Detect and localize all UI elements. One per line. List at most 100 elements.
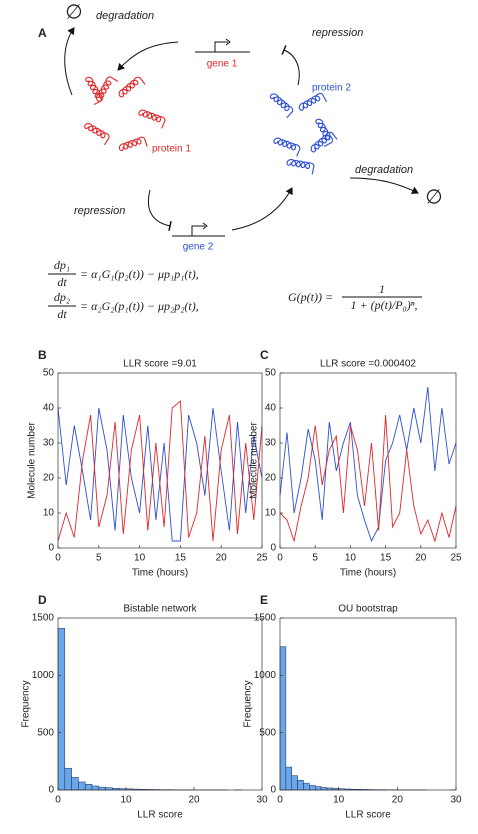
y-axis-label: Frequency (243, 680, 254, 727)
x-tick-label: 20 (415, 553, 427, 564)
x-axis-label: LLR score (137, 810, 183, 821)
chart-title: LLR score =0.000402 (320, 359, 416, 370)
chart: D Bistable network LLR score Frequency 0 10 20… (21, 593, 268, 820)
series-line (279, 414, 457, 543)
x-tick-label: 5 (312, 553, 318, 564)
degradation-label: degradation (355, 164, 413, 176)
histogram-bar (71, 777, 79, 791)
y-tick-label: 20 (265, 473, 277, 484)
histogram-bar (78, 781, 86, 791)
chart-title: LLR score =9.01 (123, 359, 197, 370)
y-tick-label: 1000 (254, 670, 277, 681)
equation: dt (57, 307, 67, 321)
y-tick-label: 500 (37, 727, 54, 738)
histogram-bar (279, 646, 287, 791)
x-tick-label: 0 (277, 795, 283, 806)
y-axis-label: Molecule number (249, 421, 260, 498)
axes-box (57, 372, 263, 549)
x-tick-label: 10 (345, 553, 357, 564)
equation: G(p(t)) = (288, 290, 333, 304)
arrow (349, 177, 419, 194)
panel-label: C (260, 348, 269, 362)
y-tick-label: 30 (265, 438, 277, 449)
x-tick-label: 30 (450, 795, 462, 806)
x-tick-label: 0 (55, 553, 61, 564)
histogram-bar (98, 786, 106, 791)
y-tick-label: 20 (43, 473, 55, 484)
axes-box (57, 617, 263, 791)
empty-set: ∅ (425, 186, 442, 208)
y-tick-label: 0 (270, 785, 276, 796)
x-tick-label: 30 (256, 795, 268, 806)
y-tick-label: 40 (265, 403, 277, 414)
x-axis-label: Time (hours) (340, 568, 396, 579)
histogram-bar (64, 767, 72, 791)
histogram-bar (285, 766, 292, 791)
y-tick-label: 0 (270, 543, 276, 554)
protein-coil (298, 93, 327, 111)
empty-set: ∅ (65, 1, 82, 23)
protein-coil (96, 76, 119, 102)
protein-coil (269, 93, 294, 119)
x-tick-label: 0 (277, 553, 283, 564)
protein-coil (138, 109, 166, 129)
chart-title: OU bootstrap (338, 604, 398, 615)
repression-label: repression (74, 205, 125, 217)
y-axis-label: Frequency (21, 680, 32, 727)
protein-label: protein 1 (152, 144, 191, 155)
histogram-bar (291, 775, 298, 791)
y-tick-label: 50 (265, 368, 277, 379)
y-axis-label: Molecule number (27, 421, 38, 498)
x-tick-label: 20 (392, 795, 404, 806)
chart: B LLR score =9.01 Time (hours) Molecule num… (27, 348, 268, 578)
histogram-bar (314, 786, 322, 791)
x-tick-label: 5 (96, 553, 102, 564)
panel-label: A (38, 26, 47, 40)
y-tick-label: 10 (43, 508, 55, 519)
equation: dp₁ (54, 258, 70, 272)
histogram-bar (303, 782, 310, 791)
protein-label: protein 2 (312, 83, 351, 94)
x-tick-label: 0 (55, 795, 61, 806)
arrow (117, 41, 179, 71)
y-tick-label: 1500 (254, 613, 277, 624)
protein-coil (84, 123, 110, 146)
repression-arrow (281, 45, 300, 86)
gene-symbol (202, 222, 208, 230)
gene-symbol (195, 41, 250, 53)
y-tick-label: 1000 (32, 670, 55, 681)
axes-box (279, 372, 457, 549)
equation: = α₂G₂(p₁(t)) − μp₂p₂(t), (80, 299, 199, 313)
histogram-bar (309, 785, 316, 791)
equation: = α₁G₁(p₂(t)) − μp₁p₁(t), (80, 267, 199, 281)
histogram-bar (57, 628, 66, 791)
chart-title: Bistable network (123, 604, 197, 615)
y-tick-label: 0 (48, 543, 54, 554)
protein-coil (286, 159, 315, 175)
equation: 1 + (p(t)/P₀)ⁿ, (350, 298, 417, 312)
axes-box (279, 617, 457, 791)
gene-symbol (172, 225, 225, 237)
arrow (64, 27, 75, 96)
x-tick-label: 10 (333, 795, 345, 806)
histogram-bar (84, 784, 93, 791)
equations: dp₁ dt = α₁G₁(p₂(t)) − μp₁p₁(t), dp₂ dt … (48, 258, 422, 321)
gene-symbol (225, 38, 231, 46)
panel-label: D (38, 593, 47, 607)
x-tick-label: 20 (188, 795, 200, 806)
diagram: A ∅ degradation gene 1 repression protei… (38, 1, 443, 252)
gene-label: gene 2 (183, 242, 214, 253)
series-line (57, 400, 263, 542)
x-tick-label: 15 (175, 553, 187, 564)
x-axis-label: LLR score (345, 810, 391, 821)
x-axis-label: Time (hours) (132, 568, 188, 579)
panel-label: E (260, 593, 268, 607)
protein-coil (118, 76, 146, 98)
x-tick-label: 10 (134, 553, 146, 564)
series-line (279, 386, 457, 543)
x-tick-label: 10 (120, 795, 132, 806)
y-tick-label: 10 (265, 508, 277, 519)
panel-label: B (38, 348, 47, 362)
equation: dp₂ (54, 290, 70, 304)
